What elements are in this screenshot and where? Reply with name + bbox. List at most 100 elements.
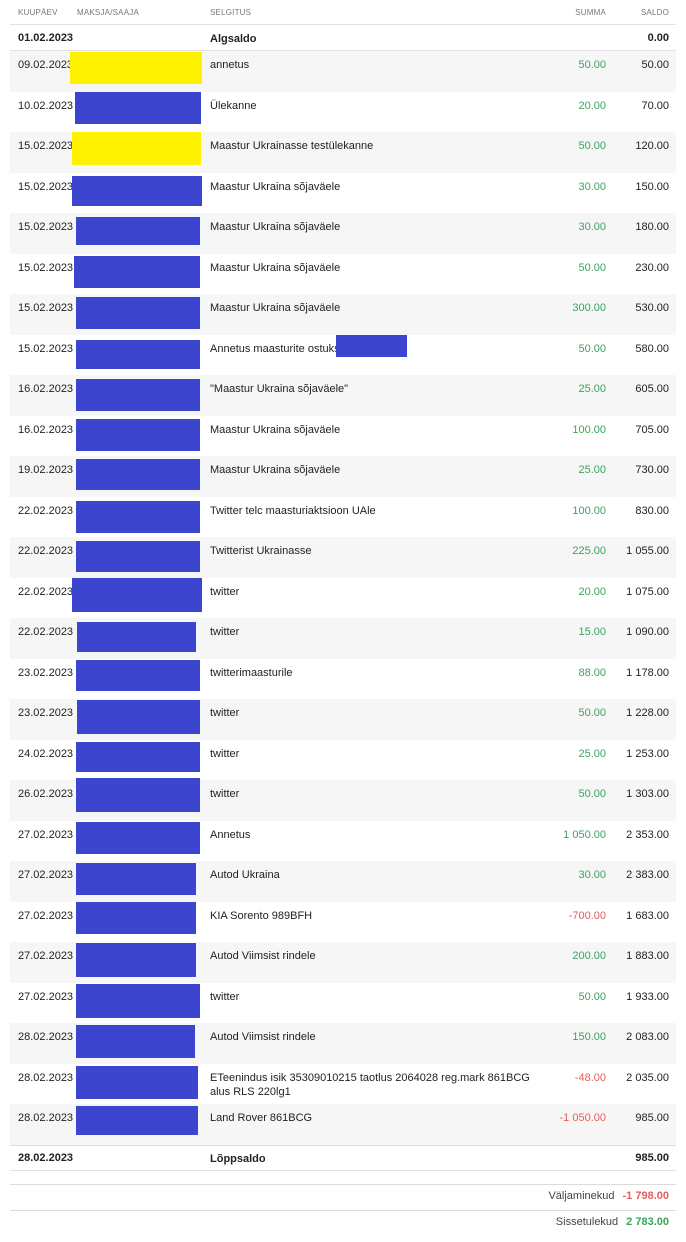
row-balance: 2 383.00 bbox=[626, 869, 669, 881]
redacted-party bbox=[70, 52, 202, 84]
redacted-party bbox=[76, 541, 200, 572]
row-amount: 30.00 bbox=[578, 221, 606, 233]
redacted-party bbox=[76, 419, 200, 451]
row-amount: 50.00 bbox=[578, 788, 606, 800]
table-row: 15.02.2023 Annetus maasturite ostuks 50.00… bbox=[10, 335, 676, 376]
row-date: 09.02.2023 bbox=[18, 59, 74, 71]
row-amount: 25.00 bbox=[578, 464, 606, 476]
table-row: 22.02.2023 twitter 20.00 1 075.00 bbox=[10, 578, 676, 619]
table-row: 10.02.2023 Ülekanne 20.00 70.00 bbox=[10, 92, 676, 133]
col-balance: SALDO bbox=[640, 8, 669, 17]
redacted-party bbox=[77, 622, 196, 652]
row-balance: 1 090.00 bbox=[626, 626, 669, 638]
row-description: "Maastur Ukraina sõjaväele" bbox=[210, 383, 349, 395]
row-date: 15.02.2023 bbox=[18, 262, 74, 274]
row-description: Maastur Ukraina sõjaväele bbox=[210, 302, 341, 314]
row-balance: 1 253.00 bbox=[626, 748, 669, 760]
row-date: 22.02.2023 bbox=[18, 505, 74, 517]
row-date: 26.02.2023 bbox=[18, 788, 74, 800]
redacted-party bbox=[76, 1106, 198, 1135]
row-date: 15.02.2023 bbox=[18, 181, 74, 193]
closing-balance: 985.00 bbox=[635, 1152, 669, 1164]
row-balance: 830.00 bbox=[635, 505, 669, 517]
redacted-party bbox=[72, 132, 201, 165]
redacted-party bbox=[76, 501, 200, 533]
row-amount: 30.00 bbox=[578, 181, 606, 193]
row-date: 16.02.2023 bbox=[18, 424, 74, 436]
redacted-text bbox=[336, 335, 407, 357]
row-balance: 120.00 bbox=[635, 140, 669, 152]
row-date: 22.02.2023 bbox=[18, 545, 74, 557]
outgoing-value: -1 798.00 bbox=[622, 1190, 669, 1202]
table-row: 22.02.2023 Twitter telc maasturiaktsioon … bbox=[10, 497, 676, 538]
row-amount: 150.00 bbox=[572, 1031, 606, 1043]
row-date: 27.02.2023 bbox=[18, 950, 74, 962]
row-description: Autod Viimsist rindele bbox=[210, 950, 316, 962]
row-date: 10.02.2023 bbox=[18, 100, 74, 112]
row-balance: 50.00 bbox=[641, 59, 669, 71]
row-balance: 70.00 bbox=[641, 100, 669, 112]
opening-balance: 0.00 bbox=[647, 32, 669, 44]
row-amount: 25.00 bbox=[578, 383, 606, 395]
row-date: 23.02.2023 bbox=[18, 707, 74, 719]
table-row: 15.02.2023 Maastur Ukraina sõjaväele 30.00… bbox=[10, 173, 676, 214]
row-balance: 1 683.00 bbox=[626, 910, 669, 922]
row-date: 22.02.2023 bbox=[18, 586, 74, 598]
redacted-party bbox=[76, 1025, 195, 1058]
row-balance: 2 083.00 bbox=[626, 1031, 669, 1043]
divider bbox=[10, 1184, 676, 1185]
incoming-label: Sissetulekud bbox=[555, 1216, 619, 1228]
redacted-party bbox=[76, 297, 200, 329]
redacted-party bbox=[76, 660, 200, 691]
row-balance: 1 303.00 bbox=[626, 788, 669, 800]
row-description: twitter bbox=[210, 991, 240, 1003]
row-balance: 530.00 bbox=[635, 302, 669, 314]
row-description: twitterimaasturile bbox=[210, 667, 293, 679]
row-description: Ülekanne bbox=[210, 100, 257, 112]
redacted-party bbox=[75, 92, 201, 124]
row-date: 15.02.2023 bbox=[18, 221, 74, 233]
row-description: Maastur Ukraina sõjaväele bbox=[210, 262, 341, 274]
row-description: Maastur Ukraina sõjaväele bbox=[210, 424, 341, 436]
row-balance: 730.00 bbox=[635, 464, 669, 476]
table-row: 28.02.2023 ETeenindus isik 35309010215 ta… bbox=[10, 1064, 676, 1105]
row-amount: 25.00 bbox=[578, 748, 606, 760]
divider bbox=[10, 1210, 676, 1211]
closing-balance-row: 28.02.2023 Lõppsaldo 985.00 bbox=[10, 1146, 676, 1171]
row-description: Maastur Ukraina sõjaväele bbox=[210, 464, 341, 476]
redacted-party bbox=[76, 943, 196, 977]
row-date: 22.02.2023 bbox=[18, 626, 74, 638]
table-row: 23.02.2023 twitterimaasturile 88.00 1 178.0… bbox=[10, 659, 676, 700]
col-party: MAKSJA/SAAJA bbox=[77, 8, 139, 17]
row-amount: 100.00 bbox=[572, 505, 606, 517]
row-balance: 985.00 bbox=[635, 1112, 669, 1124]
row-description: Autod Viimsist rindele bbox=[210, 1031, 316, 1043]
incoming-total: Sissetulekud 2 783.00 bbox=[556, 1216, 669, 1228]
row-description: Twitterist Ukrainasse bbox=[210, 545, 312, 557]
row-date: 19.02.2023 bbox=[18, 464, 74, 476]
redacted-party bbox=[76, 217, 200, 245]
table-row: 24.02.2023 twitter 25.00 1 253.00 bbox=[10, 740, 676, 781]
row-balance: 2 353.00 bbox=[626, 829, 669, 841]
divider bbox=[10, 1145, 676, 1146]
redacted-party bbox=[76, 340, 200, 369]
opening-label: Algsaldo bbox=[210, 33, 257, 45]
row-amount: 88.00 bbox=[578, 667, 606, 679]
redacted-party bbox=[76, 822, 200, 854]
row-amount: 50.00 bbox=[578, 59, 606, 71]
row-amount: 100.00 bbox=[572, 424, 606, 436]
row-amount: 20.00 bbox=[578, 100, 606, 112]
row-amount: 200.00 bbox=[572, 950, 606, 962]
row-balance: 180.00 bbox=[635, 221, 669, 233]
redacted-party bbox=[74, 256, 200, 288]
row-description: Maastur Ukraina sõjaväele bbox=[210, 181, 341, 193]
redacted-party bbox=[76, 902, 196, 934]
row-balance: 580.00 bbox=[635, 343, 669, 355]
row-amount: 50.00 bbox=[578, 343, 606, 355]
row-date: 27.02.2023 bbox=[18, 991, 74, 1003]
outgoing-total: Väljaminekud -1 798.00 bbox=[548, 1190, 669, 1202]
row-balance: 1 933.00 bbox=[626, 991, 669, 1003]
col-date: KUUPÄEV bbox=[18, 8, 58, 17]
table-row: 27.02.2023 KIA Sorento 989BFH -700.00 1 683… bbox=[10, 902, 676, 943]
closing-date: 28.02.2023 bbox=[18, 1152, 74, 1164]
